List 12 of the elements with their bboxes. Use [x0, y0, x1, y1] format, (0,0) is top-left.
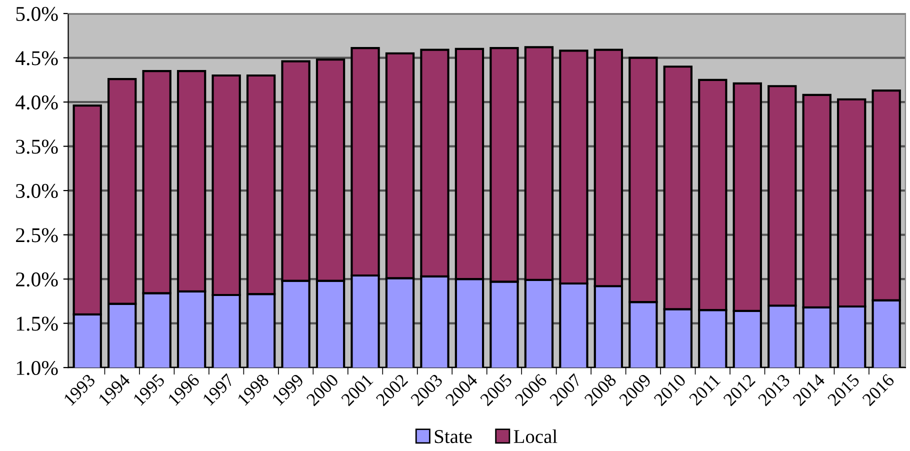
y-tick-label: 4.0%	[16, 95, 58, 110]
y-tick-label: 3.0%	[16, 184, 58, 198]
x-tick-label: 2011	[688, 374, 721, 406]
y-tick-label: 4.5%	[16, 51, 58, 66]
y-tick-label: 1.0%	[16, 360, 58, 376]
y-tick-label: 3.5%	[16, 140, 58, 154]
y-tick-label: 1.5%	[16, 316, 58, 331]
legend-label: State	[434, 430, 472, 444]
y-tick-label: 5.0%	[16, 6, 58, 22]
y-tick-label: 2.0%	[16, 272, 58, 287]
y-tick-label: 2.5%	[16, 228, 58, 242]
legend-label: Local	[514, 429, 558, 444]
